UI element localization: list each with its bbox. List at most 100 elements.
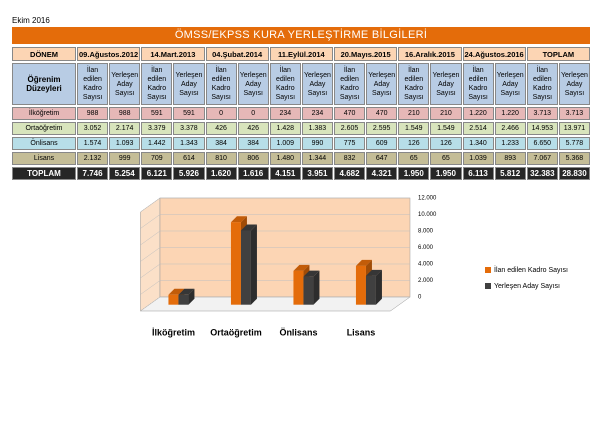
cell: 1.616 [237, 167, 269, 180]
cell: 6.121 [141, 167, 173, 180]
cell: 2.132 [77, 152, 109, 165]
cell: 1.442 [141, 137, 173, 150]
title-bar: ÖMSS/EKPSS KURA YERLEŞTİRME BİLGİLERİ [12, 27, 590, 44]
cell: 1.009 [269, 137, 301, 150]
period-label: DÖNEM [12, 47, 76, 61]
y-tick-label: 4.000 [418, 262, 434, 268]
cell: 126 [430, 137, 462, 150]
cell: 3.379 [141, 122, 173, 135]
row-label: Ortaöğretim [12, 122, 76, 135]
bar-top [355, 259, 372, 266]
cell: 1.233 [494, 137, 526, 150]
cell: 384 [237, 137, 269, 150]
cell: 5.778 [558, 137, 590, 150]
cell: 5.812 [494, 167, 526, 180]
period: 09.Ağustos.2012 [77, 47, 141, 61]
sub-header: İlan edilen Kadro Sayısı [526, 63, 558, 105]
cell: 1.574 [77, 137, 109, 150]
row-label: Lisans [12, 152, 76, 165]
cell: 210 [398, 107, 430, 120]
data-row: İlköğretim 988 988 591 591 0 0 234 234 470 470 210 2… [12, 107, 590, 120]
sub-header: İlan edilen Kadro Sayısı [398, 63, 430, 105]
bar [365, 275, 376, 305]
y-tick-label: 10.000 [418, 212, 437, 218]
bar [230, 222, 241, 305]
cell: 5.368 [558, 152, 590, 165]
cell: 988 [109, 107, 141, 120]
cell: 32.383 [526, 167, 558, 180]
cell: 1.620 [205, 167, 237, 180]
cell: 65 [430, 152, 462, 165]
sub-header: Yerleşen Aday Sayısı [237, 63, 269, 105]
cell: 210 [430, 107, 462, 120]
cell: 999 [109, 152, 141, 165]
cell: 2.466 [494, 122, 526, 135]
cell: 2.595 [366, 122, 398, 135]
cell: 7.746 [77, 167, 109, 180]
bar-top [178, 288, 195, 295]
cell: 609 [366, 137, 398, 150]
bar-top [303, 270, 320, 277]
cell: 234 [269, 107, 301, 120]
cell: 810 [205, 152, 237, 165]
grid-line [140, 214, 410, 229]
cell: 384 [205, 137, 237, 150]
cell: 234 [301, 107, 333, 120]
sub-header: İlan edilen Kadro Sayısı [77, 63, 109, 105]
period: 24.Ağustos.2016 [462, 47, 526, 61]
sub-header: Yerleşen Aday Sayısı [109, 63, 141, 105]
cell: 3.713 [526, 107, 558, 120]
cell: 3.951 [301, 167, 333, 180]
data-row: Lisans 2.132 999 709 614 810 806 1.480 1.344 832 6… [12, 152, 590, 165]
cell: 1.343 [173, 137, 205, 150]
grid-line [140, 197, 410, 213]
cell: 0 [237, 107, 269, 120]
cell: 3.378 [173, 122, 205, 135]
sub-header: İlan edilen Kadro Sayısı [269, 63, 301, 105]
bar-top [230, 216, 247, 223]
cell: 4.682 [334, 167, 366, 180]
sub-header: İlan edilen Kadro Sayısı [141, 63, 173, 105]
cell: 1.950 [398, 167, 430, 180]
cell: 3.052 [77, 122, 109, 135]
period: 20.Mayıs.2015 [334, 47, 398, 61]
x-tick-label: Lisans [347, 327, 376, 337]
cell: 7.067 [526, 152, 558, 165]
sub-header: Yerleşen Aday Sayısı [430, 63, 462, 105]
cell: 3.713 [558, 107, 590, 120]
cell: 1.549 [398, 122, 430, 135]
y-tick-label: 2.000 [418, 278, 434, 284]
y-tick-label: 8.000 [418, 229, 434, 235]
sub-header: Yerleşen Aday Sayısı [301, 63, 333, 105]
bar [303, 276, 314, 305]
data-table: DÖNEM 09.Ağustos.2012 14.Mart.2013 04.Şubat… [11, 45, 591, 182]
cell: 5.926 [173, 167, 205, 180]
data-row: TOPLAM 7.746 5.254 6.121 5.926 1.620 1.616 4.15… [12, 167, 590, 180]
cell: 470 [334, 107, 366, 120]
cell: 0 [205, 107, 237, 120]
cell: 1.220 [494, 107, 526, 120]
header-row: DÖNEM 09.Ağustos.2012 14.Mart.2013 04.Şubat… [12, 47, 590, 61]
cell: 6.650 [526, 137, 558, 150]
x-tick-label: Önlisans [279, 327, 317, 337]
cell: 470 [366, 107, 398, 120]
cell: 591 [141, 107, 173, 120]
cell: 426 [205, 122, 237, 135]
bar-top [168, 288, 185, 295]
bar-side [313, 270, 320, 305]
data-row: Ortaöğretim 3.052 2.174 3.379 3.378 426 426 1.4… [12, 122, 590, 135]
sub-header: İlan edilen Kadro Sayısı [334, 63, 366, 105]
cell: 1.950 [430, 167, 462, 180]
row-label: İlköğretim [12, 107, 76, 120]
bar-side [188, 288, 195, 305]
cell: 13.971 [558, 122, 590, 135]
date: Ekim 2016 [12, 16, 50, 25]
legend-swatch [485, 283, 491, 289]
cell: 1.344 [301, 152, 333, 165]
bar [293, 270, 304, 305]
y-tick-label: 6.000 [418, 245, 434, 251]
level-label: Öğrenim Düzeyleri [12, 63, 76, 105]
row-label: Önlisans [12, 137, 76, 150]
subheader-row: Öğrenim Düzeyleri İlan edilen Kadro Sayıs… [12, 63, 590, 105]
